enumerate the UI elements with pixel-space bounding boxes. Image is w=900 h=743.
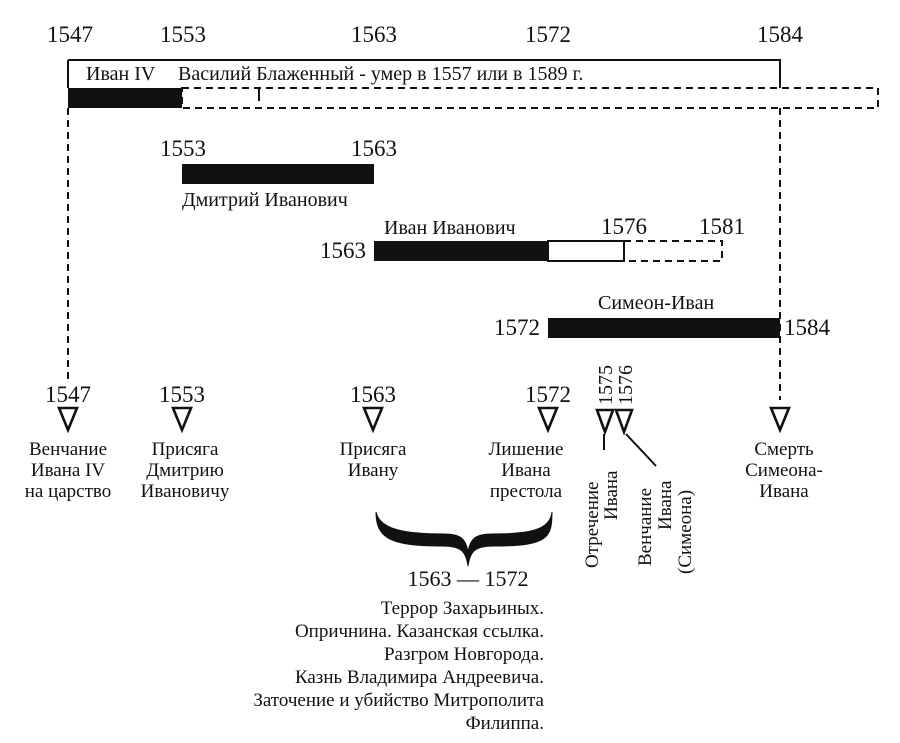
arrow-1584-icon [769, 406, 791, 434]
reign-bracket [67, 59, 781, 88]
simeon-end-year: 1584 [784, 315, 831, 340]
simeon-name: Симеон-Иван [598, 292, 714, 314]
event-1584-line-3: Ивана [759, 481, 809, 502]
dmitry-bar [182, 164, 374, 184]
range-line-6: Филиппа. [466, 713, 544, 734]
event-1584-line-2: Симеона- [745, 460, 823, 481]
event-1576-leader [625, 433, 657, 467]
event-1575-line-2: Ивана [601, 470, 622, 520]
event-year-1553: 1553 [159, 382, 205, 407]
simeon-start-year: 1572 [494, 315, 540, 340]
arrow-1576-icon [614, 408, 634, 436]
event-1576-line-1: Венчание [635, 488, 656, 566]
event-1576-line-2: Ивана [655, 480, 676, 530]
dmitry-name: Дмитрий Иванович [182, 189, 348, 211]
event-1553-line-1: Присяга [152, 439, 219, 460]
dmitry-start-year: 1553 [160, 136, 206, 161]
event-1563-line-1: Присяга [340, 439, 407, 460]
ivan-ivanovich-open-bar [547, 240, 625, 262]
ivan-ivanovich-start-year: 1563 [320, 238, 366, 263]
event-1576-line-3: (Симеона) [675, 490, 696, 574]
event-1563-line-2: Ивану [348, 460, 399, 481]
vasily-lifespan-bar [181, 87, 879, 109]
top-year-1563: 1563 [351, 22, 397, 47]
range-line-5: Заточение и убийство Митрополита [253, 690, 544, 711]
ivan-ivanovich-end-year: 1581 [699, 214, 745, 239]
ivan-ivanovich-solid-bar [374, 241, 548, 261]
event-year-1572: 1572 [525, 382, 571, 407]
event-year-1576: 1576 [615, 365, 637, 405]
event-1547-line-3: на царство [25, 481, 112, 502]
arrow-1547-icon [57, 406, 79, 434]
range-brace [375, 511, 553, 567]
ivan4-reign-bar [68, 88, 182, 108]
arrow-1553-icon [171, 406, 193, 434]
event-1584-line-1: Смерть [754, 439, 814, 460]
arrow-1563-icon [362, 406, 384, 434]
dmitry-end-year: 1563 [351, 136, 397, 161]
arrow-1575-icon [595, 408, 615, 436]
event-1547-line-2: Ивана IV [31, 460, 106, 481]
event-1572-line-1: Лишение [489, 439, 564, 460]
event-1575-line-1: Отречение [582, 482, 603, 568]
ivan-ivanovich-mid-year: 1576 [601, 214, 647, 239]
event-year-1547: 1547 [45, 382, 91, 407]
ivan-ivanovich-name: Иван Иванович [384, 217, 516, 239]
top-year-1572: 1572 [525, 22, 571, 47]
event-1572-line-2: Ивана [501, 460, 551, 481]
range-line-1: Террор Захарьиных. [381, 598, 544, 619]
range-line-2: Опричнина. Казанская ссылка. [295, 621, 544, 642]
event-year-1563: 1563 [350, 382, 396, 407]
range-line-4: Казнь Владимира Андреевича. [295, 667, 544, 688]
ivan4-label: Иван IV [86, 63, 156, 85]
range-label: 1563 — 1572 [408, 566, 529, 591]
range-line-3: Разгром Новгорода. [384, 644, 544, 665]
ivan-ivanovich-dashed-bar [623, 240, 723, 262]
simeon-bar [548, 318, 780, 338]
event-1572-line-3: престола [490, 481, 563, 502]
arrow-1572-icon [537, 406, 559, 434]
vasily-label: Василий Блаженный - умер в 1557 или в 15… [178, 63, 583, 85]
event-year-1575: 1575 [595, 365, 617, 405]
event-1547-line-1: Венчание [29, 439, 107, 460]
event-1553-line-2: Дмитрию [146, 460, 224, 481]
top-year-1584: 1584 [757, 22, 804, 47]
top-year-1547: 1547 [47, 22, 93, 47]
event-1553-line-3: Ивановичу [141, 481, 230, 502]
top-year-1553: 1553 [160, 22, 206, 47]
